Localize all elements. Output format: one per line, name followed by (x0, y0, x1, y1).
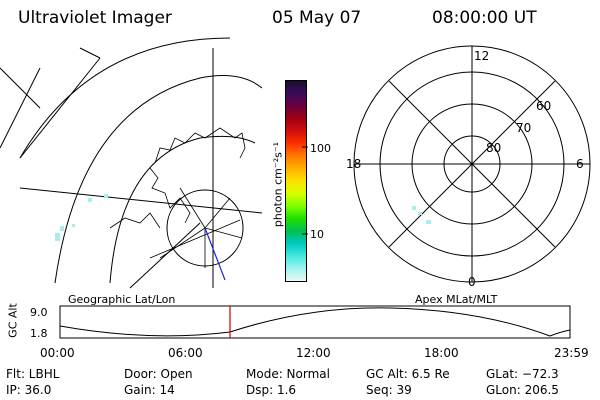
instrument-title: Ultraviolet Imager (18, 8, 172, 28)
colorbar-ticks (302, 146, 308, 235)
info-door: Door: Open (124, 367, 193, 381)
xtick-1800: 18:00 (424, 346, 459, 360)
xtick-1200: 12:00 (296, 346, 331, 360)
xtick-0600: 06:00 (168, 346, 203, 360)
info-gain: Gain: 14 (124, 383, 175, 397)
date-label: 05 May 07 (272, 8, 362, 28)
info-gcalt: GC Alt: 6.5 Re (366, 367, 450, 381)
mlt-label-12: 12 (474, 49, 489, 63)
mlt-label-18: 18 (346, 157, 361, 171)
geo-panel-caption: Geographic Lat/Lon (68, 293, 176, 306)
colorbar-tick-10: 10 (310, 228, 324, 241)
altitude-ytick-max: 9.0 (30, 306, 48, 319)
altitude-plot (59, 305, 571, 339)
info-flt: Flt: LBHL (6, 367, 60, 381)
xtick-2359: 23:59 (554, 346, 589, 360)
polar-mlat-mlt-plot: 12 18 6 0 60 70 80 (346, 45, 591, 289)
mlat-label-80: 80 (486, 141, 501, 155)
mlat-label-70: 70 (516, 121, 531, 135)
colorbar (285, 80, 307, 282)
mlat-label-60: 60 (536, 99, 551, 113)
info-seq: Seq: 39 (366, 383, 412, 397)
time-label: 08:00:00 UT (432, 8, 537, 28)
geographic-map (0, 37, 263, 289)
info-dsp: Dsp: 1.6 (246, 383, 297, 397)
info-glon: GLon: 206.5 (486, 383, 559, 397)
mlt-label-0: 0 (468, 275, 476, 289)
altitude-ylabel: GC Alt (6, 303, 20, 338)
colorbar-tick-100: 100 (310, 142, 331, 155)
xtick-0000: 00:00 (40, 346, 75, 360)
altitude-ytick-min: 1.8 (30, 327, 48, 340)
info-glat: GLat: −72.3 (486, 367, 559, 381)
info-ip: IP: 36.0 (6, 383, 52, 397)
colorbar-unit-label: photon cm⁻²s⁻¹ (271, 141, 285, 228)
polar-panel-caption: Apex MLat/MLT (415, 293, 498, 306)
mlt-label-6: 6 (576, 157, 584, 171)
info-mode: Mode: Normal (246, 367, 330, 381)
